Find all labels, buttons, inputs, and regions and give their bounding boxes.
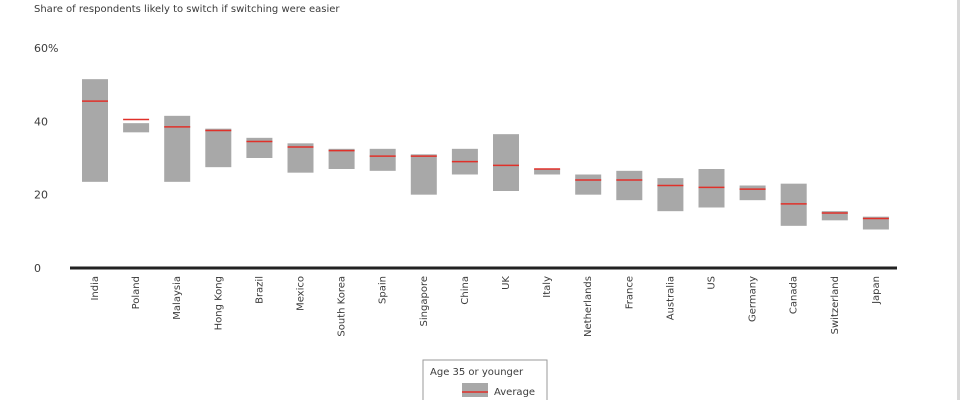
- x-category-label: Australia: [665, 276, 676, 320]
- x-category-label: Germany: [748, 276, 759, 322]
- x-category-label: Singapore: [419, 276, 430, 326]
- x-category-label: India: [90, 276, 101, 301]
- legend-label-average: Average: [494, 387, 535, 398]
- average-markers: [82, 100, 889, 220]
- y-tick-label: 40: [34, 115, 48, 128]
- x-category-label: South Korea: [337, 276, 348, 337]
- range-bar: [739, 185, 766, 201]
- chart-subtitle: Share of respondents likely to switch if…: [34, 4, 340, 15]
- range-bar: [657, 178, 684, 212]
- range-bar: [862, 216, 889, 230]
- x-category-label: Netherlands: [583, 276, 594, 337]
- x-category-label: Italy: [542, 276, 553, 298]
- range-bar: [821, 211, 848, 221]
- range-bar: [698, 169, 725, 208]
- frame-edge: [957, 0, 960, 400]
- y-axis-labels: 0 20 40 60%: [34, 42, 58, 275]
- range-bars: [82, 79, 889, 230]
- x-category-label: Malaysia: [172, 276, 183, 320]
- x-category-label: UK: [501, 276, 512, 290]
- x-category-label: Japan: [871, 276, 882, 305]
- range-bar: [369, 148, 396, 171]
- range-bar: [328, 148, 355, 169]
- range-bar: [410, 154, 437, 195]
- range-bar: [534, 169, 561, 175]
- range-bar: [575, 174, 602, 195]
- range-bar: [616, 170, 643, 201]
- x-category-label: Canada: [789, 276, 800, 314]
- x-category-label: France: [624, 276, 635, 309]
- range-bar: [164, 115, 191, 182]
- x-category-label: Hong Kong: [213, 276, 224, 330]
- y-tick-label: 0: [34, 262, 41, 275]
- range-bar: [493, 134, 519, 191]
- legend-title: Age 35 or younger: [430, 367, 524, 378]
- x-category-label: Switzerland: [830, 276, 841, 334]
- x-category-label: China: [460, 276, 471, 305]
- legend: Age 35 or younger Average: [422, 359, 548, 400]
- x-category-label: Mexico: [296, 276, 307, 311]
- x-category-label: Poland: [131, 276, 142, 309]
- range-bar: [246, 137, 273, 158]
- x-category-label: Spain: [378, 276, 389, 304]
- x-category-label: Brazil: [254, 276, 265, 304]
- range-bar: [780, 183, 807, 226]
- legend-swatch-range: [462, 383, 488, 397]
- category-labels: India Poland Malaysia Hong Kong Brazil Mexico…: [90, 276, 882, 337]
- range-bar: [287, 143, 314, 173]
- range-bar: [82, 79, 108, 182]
- y-tick-label: 60%: [34, 42, 58, 55]
- x-category-label: US: [707, 276, 718, 290]
- y-tick-label: 20: [34, 189, 48, 202]
- range-bar: [205, 128, 232, 168]
- range-bar: [123, 123, 150, 133]
